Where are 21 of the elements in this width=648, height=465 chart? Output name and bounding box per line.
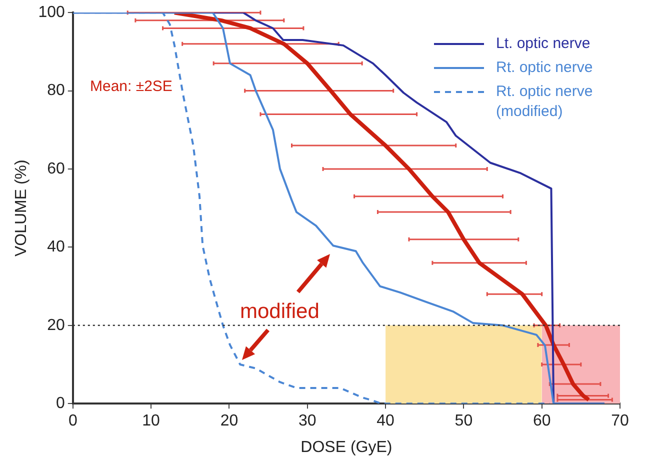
x-tick-label: 70 [611,412,629,430]
y-tick-label: 60 [47,160,65,178]
x-axis-title: DOSE (GyE) [300,438,392,456]
x-tick-label: 50 [454,412,473,430]
x-tick-label: 10 [142,412,160,430]
x-tick-label: 60 [532,412,551,430]
annotation: modified [240,300,320,324]
x-tick-label: 20 [220,412,238,430]
annotation: Mean: ±2SE [90,78,172,95]
x-tick-label: 40 [376,412,395,430]
x-tick-label: 0 [68,412,78,430]
y-tick-label: 40 [47,238,65,256]
y-tick-label: 100 [38,4,65,22]
legend-label: Rt. optic nerve (modified) [496,82,594,122]
y-tick-label: 80 [47,82,65,100]
legend-label: Lt. optic nerve [496,34,592,54]
legend-label: Rt. optic nerve [496,58,594,78]
y-axis-title: VOLUME (%) [13,160,30,257]
y-tick-label: 20 [47,316,65,334]
y-tick-label: 0 [56,395,65,412]
x-tick-label: 30 [298,412,316,430]
